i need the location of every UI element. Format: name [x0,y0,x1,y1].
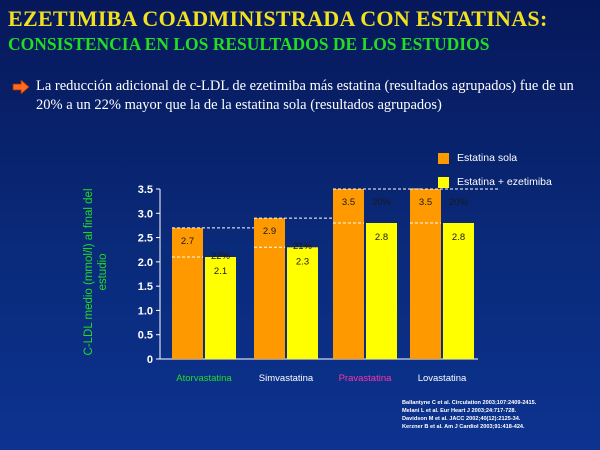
data-label-statin: 3.5 [419,197,432,208]
bar-statin [172,227,203,359]
reference-line: Melani L et al. Eur Heart J 2003;24:717-… [402,408,517,414]
legend-swatch-statin [438,152,449,164]
y-tick-label: 2.0 [138,257,153,269]
y-tick-label: 1.5 [138,281,153,293]
percent-label: 22% [211,251,231,262]
y-tick-label: 1.0 [138,305,153,317]
bar-ezetimibe [205,257,236,359]
reference-line: Kerzner B et al. Am J Cardiol 2003;91:41… [402,424,525,430]
bar-ezetimibe [443,223,474,359]
x-category-label: Pravastatina [339,373,393,384]
reference-line: Davidson M et al. JACC 2002;40(12):2125-… [402,416,521,422]
legend-label-ezetimibe: Estatina + ezetimiba [457,176,552,188]
legend-swatch-ezetimibe [438,176,449,188]
bar-ezetimibe [287,247,318,359]
legend: Estatina sola Estatina + ezetimiba [438,148,552,196]
arrow-bullet-icon [12,80,30,94]
x-category-label: Simvastatina [259,373,314,384]
bar-ezetimibe [366,223,397,359]
percent-label: 20% [449,197,469,208]
bar-statin [333,189,364,359]
legend-item-statin: Estatina sola [438,148,552,168]
bar-statin [254,218,285,359]
percent-label: 20% [372,197,392,208]
data-label-ezetimibe: 2.8 [375,232,388,243]
x-category-label: Lovastatina [418,373,467,384]
y-tick-label: 0 [147,354,153,366]
data-label-ezetimibe: 2.8 [452,232,465,243]
data-label-statin: 2.9 [263,226,276,237]
bar-statin [410,189,441,359]
data-label-ezetimibe: 2.1 [214,266,227,277]
legend-label-statin: Estatina sola [457,152,518,164]
data-label-statin: 2.7 [181,236,194,247]
subtitle: CONSISTENCIA EN LOS RESULTADOS DE LOS ES… [8,34,490,54]
percent-label: 21% [293,241,313,252]
y-tick-label: 2.5 [138,233,153,245]
legend-item-ezetimibe: Estatina + ezetimiba [438,172,552,192]
references: Ballantyne C et al. Circulation 2003;107… [402,399,598,431]
y-tick-label: 0.5 [138,330,153,342]
y-tick-label: 3.5 [138,184,153,196]
data-label-statin: 3.5 [342,197,355,208]
y-tick-label: 3.0 [138,208,153,220]
bullet-text: La reducción adicional de c-LDL de ezeti… [36,78,574,113]
data-label-ezetimibe: 2.3 [296,256,309,267]
title: EZETIMIBA COADMINISTRADA CON ESTATINAS: [8,6,548,31]
x-category-label: Atorvastatina [176,373,232,384]
reference-line: Ballantyne C et al. Circulation 2003;107… [402,400,537,406]
